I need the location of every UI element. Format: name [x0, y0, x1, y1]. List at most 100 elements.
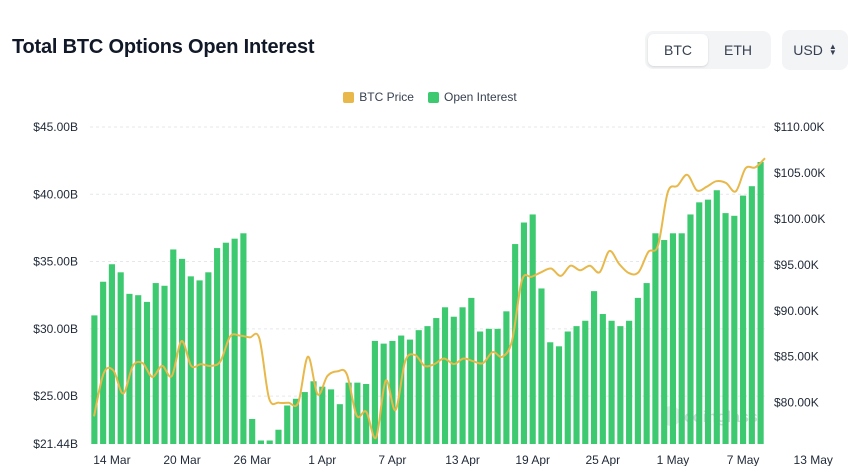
- right-axis-tick-label: $85.00K: [774, 350, 819, 364]
- open-interest-bar: [345, 382, 352, 444]
- open-interest-bar: [757, 161, 764, 444]
- open-interest-bar: [363, 383, 370, 444]
- open-interest-bar: [477, 331, 484, 444]
- open-interest-bar: [257, 440, 265, 444]
- open-interest-bar: [617, 326, 624, 444]
- page-title: Total BTC Options Open Interest: [12, 36, 315, 58]
- left-axis-tick-label: $35.00B: [33, 255, 78, 269]
- watermark-text: coinglass: [684, 409, 758, 426]
- open-interest-bar: [687, 214, 694, 444]
- open-interest-bar: [205, 272, 212, 444]
- open-interest-bar: [538, 288, 545, 444]
- open-interest-bar: [564, 331, 571, 444]
- open-interest-bar: [135, 295, 142, 444]
- legend-item-open-interest[interactable]: Open Interest: [427, 90, 517, 104]
- x-axis-tick-label: 13 May: [794, 453, 833, 466]
- x-axis-tick-label: 7 Apr: [378, 453, 406, 466]
- open-interest-bar: [599, 314, 606, 444]
- open-interest-bar: [547, 342, 554, 444]
- x-axis-tick-label: 26 Mar: [233, 453, 270, 466]
- currency-select[interactable]: USD ▲ ▼: [782, 30, 848, 70]
- right-axis-tick-label: $105.00K: [774, 166, 825, 180]
- open-interest-bar: [529, 214, 536, 444]
- open-interest-bar: [748, 186, 755, 445]
- legend-swatch-price: [343, 91, 355, 103]
- open-interest-bar: [170, 249, 177, 444]
- open-interest-bar: [249, 418, 256, 444]
- open-interest-bar: [555, 346, 563, 444]
- open-interest-bar: [354, 382, 361, 444]
- x-axis-tick-label: 1 Apr: [308, 453, 336, 466]
- open-interest-bar: [398, 335, 405, 444]
- open-interest-bar: [582, 320, 589, 444]
- x-axis-tick-label: 7 May: [727, 453, 760, 466]
- chart-legend: BTC Price Open Interest: [0, 90, 860, 104]
- open-interest-bar: [406, 339, 414, 444]
- left-axis-tick-label: $40.00B: [33, 187, 78, 201]
- open-interest-bar: [178, 258, 186, 444]
- x-axis-tick-label: 20 Mar: [163, 453, 200, 466]
- x-axis-tick-label: 1 May: [657, 453, 690, 466]
- open-interest-bar: [468, 297, 475, 444]
- open-interest-bar: [336, 404, 343, 444]
- open-interest-bar: [310, 381, 317, 444]
- open-interest-bar: [652, 233, 659, 444]
- btc-price-series: [93, 157, 766, 440]
- legend-label-open-interest: Open Interest: [443, 90, 517, 104]
- open-interest-bar: [266, 440, 273, 444]
- open-interest-bar: [231, 238, 238, 444]
- open-interest-bar: [485, 328, 492, 444]
- tab-btc[interactable]: BTC: [648, 34, 708, 66]
- open-interest-bar: [91, 315, 98, 444]
- open-interest-bar: [415, 330, 422, 444]
- open-interest-bar: [573, 326, 580, 444]
- open-interest-bar: [240, 233, 247, 444]
- open-interest-bars: [91, 161, 764, 445]
- right-axis-tick-label: $90.00K: [774, 304, 819, 318]
- open-interest-bar: [196, 280, 203, 444]
- left-axis-tick-label: $45.00B: [33, 120, 78, 134]
- legend-swatch-open-interest: [427, 91, 439, 103]
- left-axis: $45.00B $40.00B $35.00B $30.00B $25.00B $21.4…: [33, 120, 78, 451]
- currency-label: USD: [793, 42, 823, 58]
- open-interest-bar: [503, 311, 510, 444]
- open-interest-bar: [722, 213, 729, 444]
- open-interest-bar: [678, 233, 685, 444]
- open-interest-bar: [740, 195, 747, 444]
- open-interest-bar: [187, 276, 194, 444]
- open-interest-bar: [284, 405, 291, 444]
- open-interest-bar: [222, 242, 229, 444]
- open-interest-bar: [494, 328, 501, 444]
- open-interest-bar: [117, 272, 124, 444]
- open-interest-bar: [161, 285, 168, 444]
- open-interest-bar: [319, 386, 326, 444]
- open-interest-bar: [328, 389, 335, 444]
- open-interest-bar: [450, 316, 457, 444]
- x-axis-tick-label: 25 Apr: [585, 453, 620, 466]
- tab-eth[interactable]: ETH: [724, 42, 752, 58]
- open-interest-bar: [696, 202, 703, 444]
- open-interest-bar: [643, 283, 650, 444]
- open-interest-bar: [424, 326, 431, 444]
- legend-item-price[interactable]: BTC Price: [343, 90, 414, 104]
- open-interest-bar: [100, 281, 107, 444]
- open-interest-bar: [520, 222, 527, 444]
- x-axis-tick-label: 19 Apr: [515, 453, 550, 466]
- open-interest-bar: [301, 392, 308, 444]
- open-interest-bar: [275, 429, 282, 444]
- open-interest-bar: [108, 264, 115, 444]
- open-interest-bar: [669, 233, 677, 444]
- open-interest-bar: [661, 240, 668, 444]
- right-axis-tick-label: $100.00K: [774, 212, 825, 226]
- open-interest-bar: [143, 301, 151, 444]
- open-interest-bar: [634, 297, 641, 444]
- open-interest-bar: [512, 244, 519, 444]
- open-interest-bar: [152, 283, 159, 444]
- x-axis-tick-label: 14 Mar: [93, 453, 130, 466]
- open-interest-bar: [214, 248, 221, 444]
- btc-price-line: [93, 157, 766, 440]
- open-interest-bar: [389, 340, 396, 444]
- right-axis-tick-label: $80.00K: [774, 396, 819, 410]
- open-interest-bar: [626, 320, 633, 444]
